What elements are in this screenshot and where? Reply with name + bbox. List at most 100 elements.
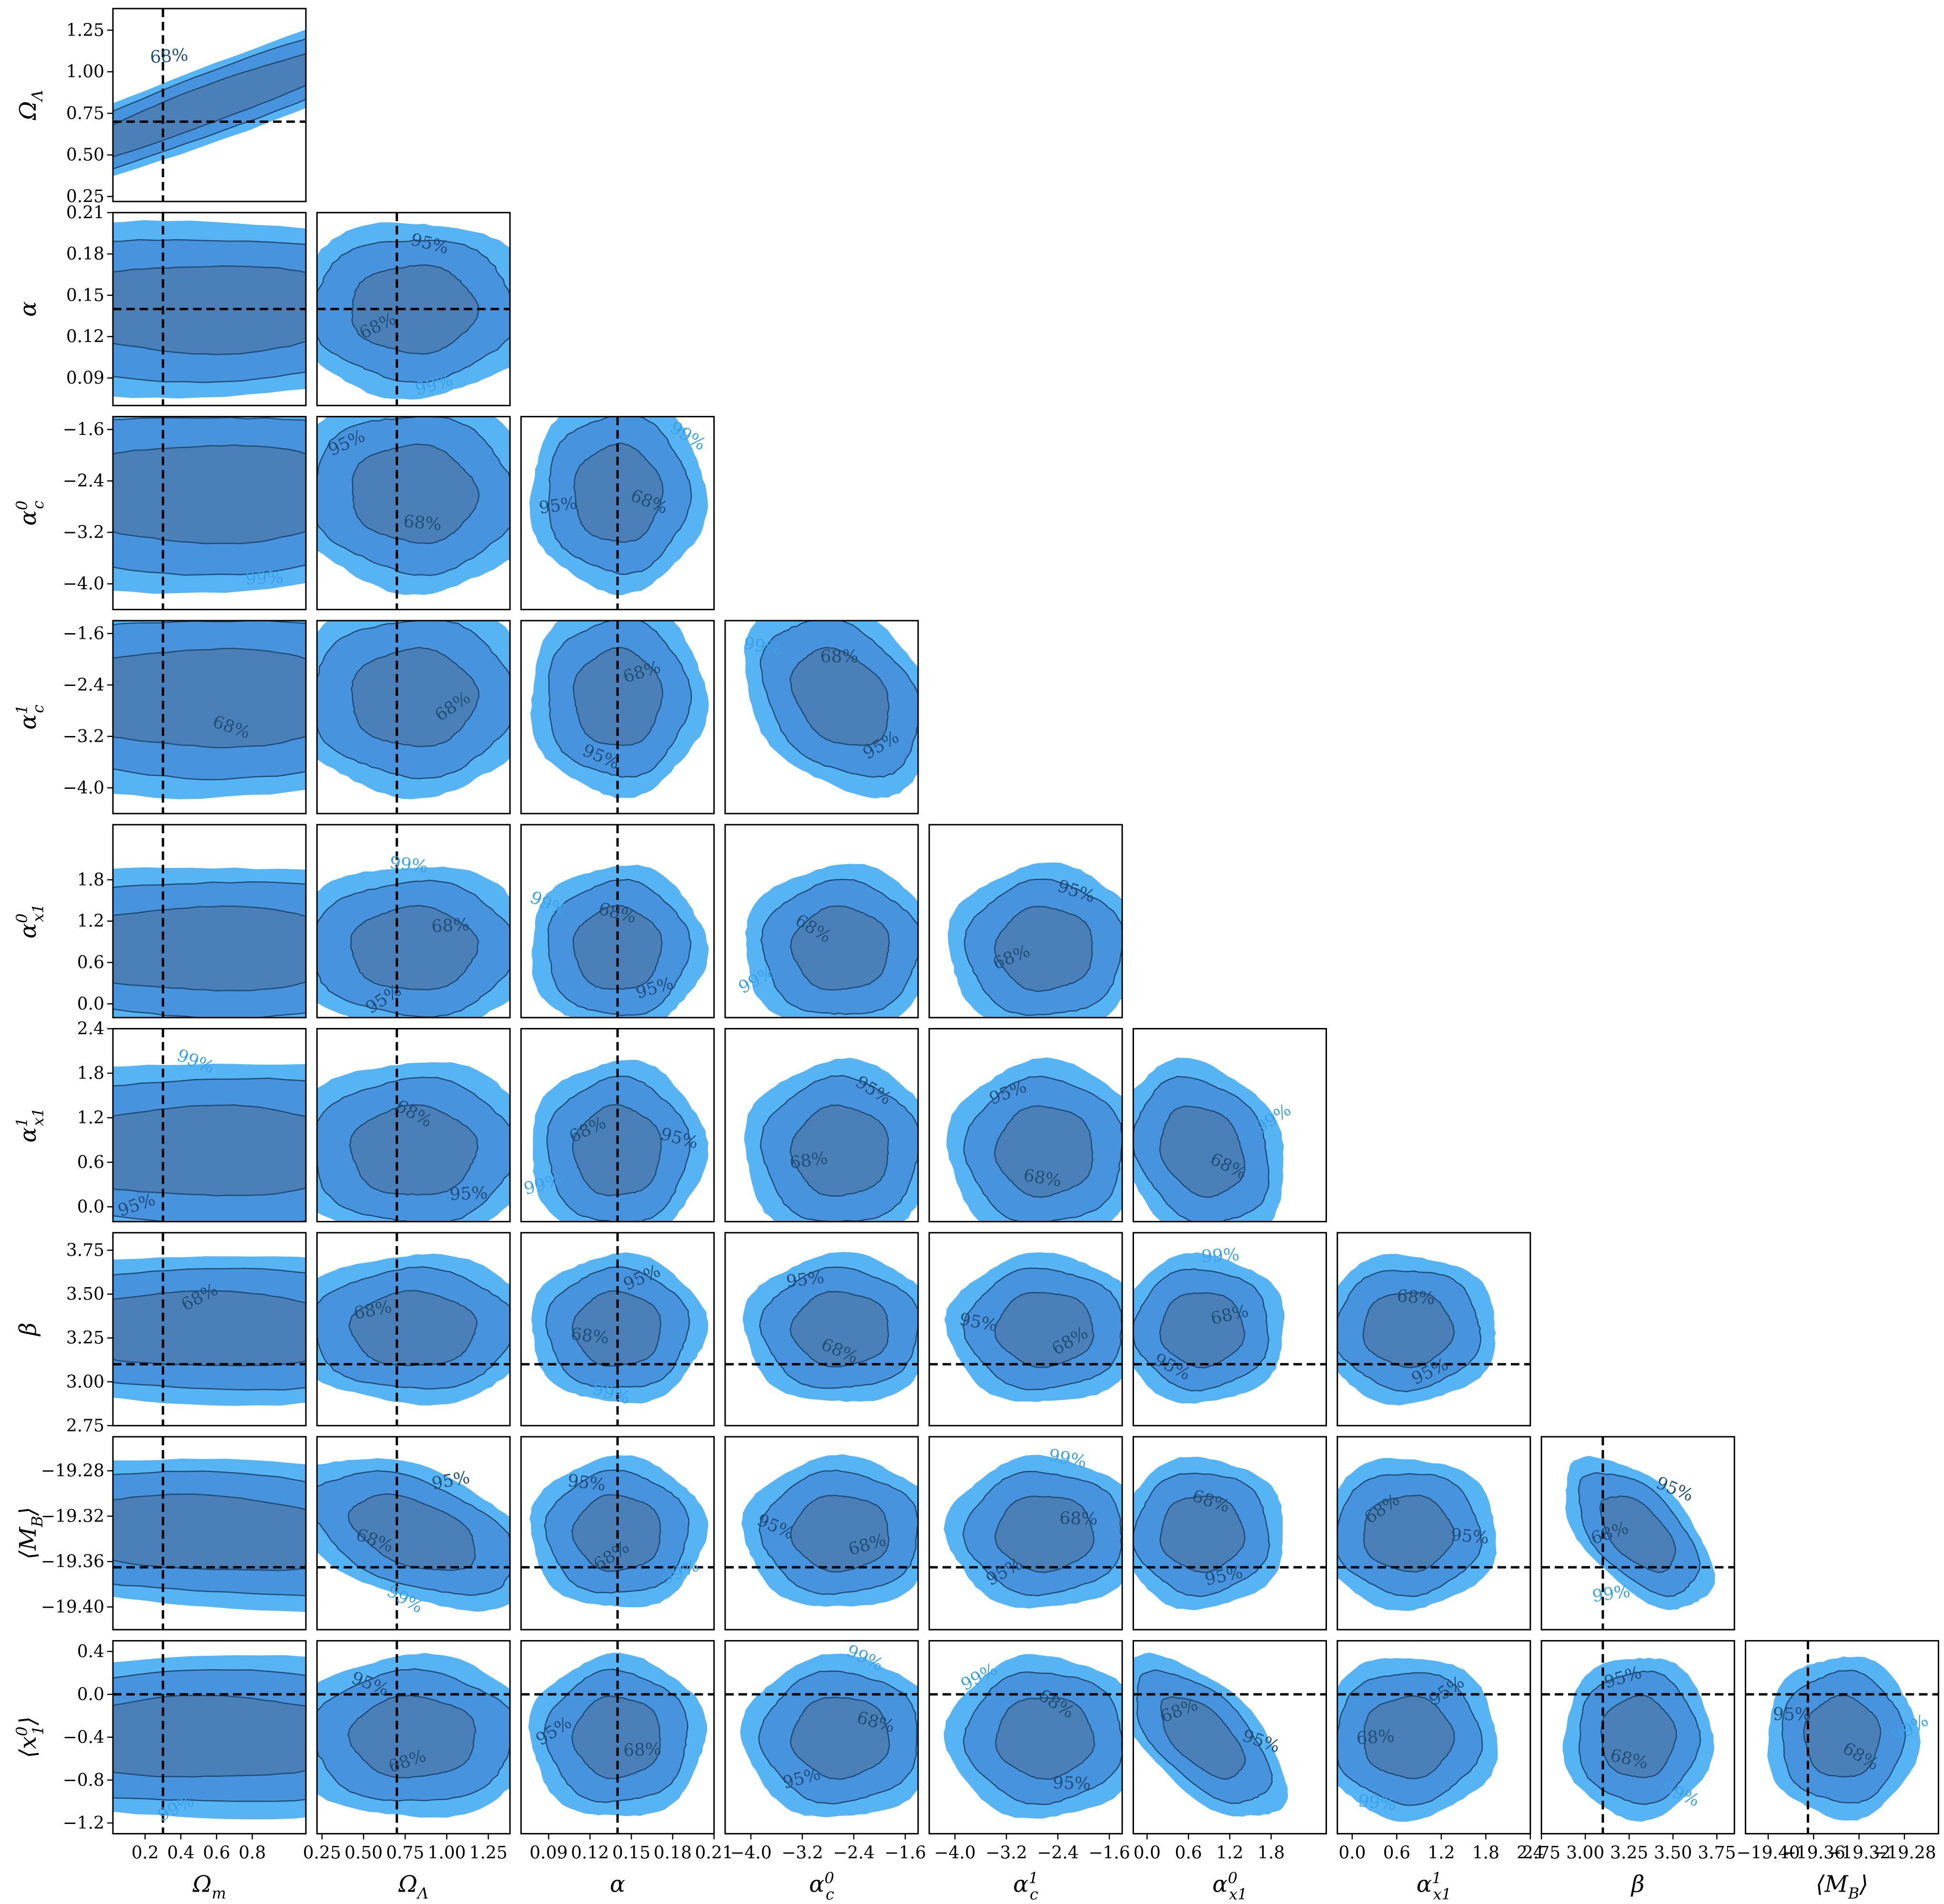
contour-label-95: 95% xyxy=(1053,1773,1091,1794)
panel-frame xyxy=(316,1640,511,1834)
panel-9-5: 68%95%0.0 0.6 1.2 1.8α0 x1 xyxy=(1133,1640,1327,1903)
x-tick-label: −2.4 xyxy=(1037,1843,1078,1863)
panel-9-6: 68%95%99%0.0 0.6 1.2 1.8 2.4α1 x1 xyxy=(1336,1640,1544,1903)
x-tick-label: 1.8 xyxy=(1257,1843,1285,1863)
y-axis-label: α xyxy=(15,302,41,317)
y-tick-label: 0.12 xyxy=(66,327,104,347)
panel-9-4: 68%95%99%−4.0 −3.2 −2.4 −1.6α1 c xyxy=(928,1640,1130,1903)
x-tick-label: 0.8 xyxy=(239,1843,266,1863)
x-tick-label: 3.50 xyxy=(1654,1843,1692,1863)
x-tick-label: 0.25 xyxy=(303,1843,341,1863)
contour-68 xyxy=(113,1104,306,1197)
panel-frame xyxy=(520,416,715,611)
x-axis-label: ΩΛ xyxy=(398,1871,428,1902)
x-tick-label: 1.2 xyxy=(1428,1843,1455,1863)
x-tick-label: 1.00 xyxy=(428,1843,466,1863)
x-tick-label: −4.0 xyxy=(730,1843,771,1863)
y-tick-label: 0.15 xyxy=(66,286,104,305)
panel-5-0: 0.0 0.6 1.2 1.8 α0x1 xyxy=(13,824,307,1018)
panel-6-4: 68%95% xyxy=(928,1028,1123,1222)
panel-frame xyxy=(1540,1640,1735,1834)
y-tick-label: −1.2 xyxy=(63,1813,104,1833)
contour-label-99: 99% xyxy=(1201,1245,1240,1266)
panel-8-4: 68%95%99% xyxy=(928,1436,1123,1631)
x-tick-label: 0.6 xyxy=(1175,1843,1202,1863)
y-axis-label: α0x1 xyxy=(13,904,47,938)
contour-label-95: 95% xyxy=(1450,1525,1489,1548)
contour-label-95: 95% xyxy=(449,1183,488,1204)
contour-68 xyxy=(113,444,306,544)
y-tick-label: 1.8 xyxy=(77,870,104,890)
panel-frame xyxy=(520,1436,715,1631)
x-tick-label: 0.50 xyxy=(344,1843,383,1863)
x-tick-label: 3.00 xyxy=(1566,1843,1604,1863)
panel-frame xyxy=(316,416,511,611)
contour-label-68: 68% xyxy=(623,1740,662,1761)
contour-68 xyxy=(573,443,664,543)
x-tick-label: 1.25 xyxy=(469,1843,507,1863)
contour-label-68: 68% xyxy=(150,45,189,67)
panel-9-0: 99%0.2 0.4 0.6 0.8Ωm−1.2−0.8−0.40.00.4⟨x01⟩ xyxy=(13,1640,307,1902)
panel-frame xyxy=(520,1028,715,1222)
panel-frame xyxy=(928,824,1123,1018)
panel-frame xyxy=(928,1232,1123,1427)
panel-frame xyxy=(520,824,715,1018)
contour-68 xyxy=(994,1105,1094,1198)
y-tick-label: 0.50 xyxy=(66,145,104,165)
x-tick-label: 0.2 xyxy=(132,1843,159,1863)
y-tick-label: 3.50 xyxy=(66,1285,104,1304)
y-tick-label: 1.2 xyxy=(77,912,104,931)
panel-8-0: −19.40 −19.36 −19.32 −19.28 ⟨MB⟩ xyxy=(15,1436,307,1631)
panel-frame xyxy=(1540,1436,1735,1631)
y-tick-label: 0.09 xyxy=(66,368,104,388)
contour-label-68: 68% xyxy=(570,1324,610,1348)
panel-6-1: 68%95% xyxy=(316,1028,511,1222)
y-tick-label: 1.8 xyxy=(77,1064,104,1083)
contour-68 xyxy=(113,647,306,748)
y-tick-label: −2.4 xyxy=(63,675,104,695)
contour-68 xyxy=(790,1494,890,1573)
contour-68 xyxy=(994,1495,1095,1573)
panel-6-2: 68% 95%99% xyxy=(520,1028,715,1222)
y-tick-label: 1.25 xyxy=(66,20,104,40)
x-axis-label: ⟨MB⟩ xyxy=(1816,1871,1868,1902)
contour-label-99: 99% xyxy=(1591,1582,1631,1606)
x-axis-label: β xyxy=(1630,1871,1645,1897)
x-tick-label: 0.0 xyxy=(1134,1843,1161,1863)
contour-68 xyxy=(113,265,306,355)
y-tick-label: 2.4 xyxy=(77,1019,104,1039)
contour-68 xyxy=(348,1493,476,1571)
x-tick-label: 2.4 xyxy=(1517,1843,1544,1863)
y-axis-label: α0c xyxy=(13,501,47,526)
x-tick-label: −1.6 xyxy=(1088,1843,1130,1863)
y-axis-label: α1c xyxy=(13,705,47,730)
contour-68 xyxy=(790,1291,889,1368)
y-tick-label: −0.4 xyxy=(63,1728,104,1747)
panel-8-7: 68%95%99% xyxy=(1540,1436,1735,1631)
panel-frame xyxy=(112,8,307,202)
x-tick-label: 2.75 xyxy=(1522,1843,1560,1863)
contour-68 xyxy=(113,53,306,158)
y-axis-label: ⟨x01⟩ xyxy=(13,1716,47,1758)
x-tick-label: −19.32 xyxy=(1827,1843,1891,1863)
x-tick-label: 0.21 xyxy=(695,1843,733,1863)
x-axis-label: α0 x1 xyxy=(1212,1869,1247,1903)
y-tick-label: −19.40 xyxy=(41,1597,104,1617)
panel-frame xyxy=(724,1232,919,1427)
contour-68 xyxy=(1363,1494,1455,1573)
x-tick-label: 0.4 xyxy=(167,1843,194,1863)
contour-label-68: 68% xyxy=(1356,1726,1395,1748)
panel-frame xyxy=(1133,1436,1327,1631)
y-tick-label: −1.6 xyxy=(63,624,104,644)
x-axis-label: α xyxy=(610,1871,625,1897)
panel-frame xyxy=(724,620,919,815)
y-tick-label: −3.2 xyxy=(63,727,104,746)
y-tick-label: −4.0 xyxy=(63,574,104,594)
y-tick-label: −4.0 xyxy=(63,778,104,798)
contour-68 xyxy=(1803,1695,1882,1778)
y-tick-label: 3.25 xyxy=(66,1329,104,1348)
x-axis-label: α1 c xyxy=(1013,1869,1038,1903)
contour-68 xyxy=(1159,1105,1245,1198)
